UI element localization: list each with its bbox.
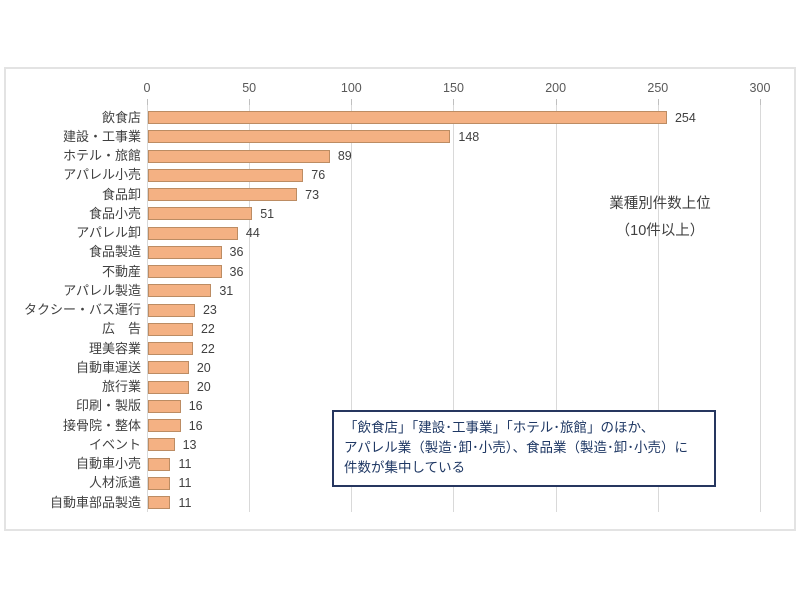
category-label: 接骨院・整体 <box>62 417 141 433</box>
value-label: 11 <box>178 457 192 471</box>
axis-tick-label: 200 <box>545 81 567 95</box>
callout-line3: 件数が集中している <box>344 460 466 475</box>
value-label: 73 <box>305 187 320 202</box>
axis-tick-label: 250 <box>647 81 669 95</box>
category-label: 理美容業 <box>88 340 141 356</box>
side-label-line1: 業種別件数上位 <box>609 196 711 212</box>
bar <box>148 361 189 375</box>
value-label: 254 <box>674 110 696 125</box>
category-label: アパレル製造 <box>63 282 141 298</box>
axis-tick-label: 150 <box>443 81 464 95</box>
chart-side-label: 業種別件数上位 （10件以上） <box>555 191 765 245</box>
category-label: 人材派遣 <box>88 475 141 491</box>
category-label: 広 告 <box>101 321 141 337</box>
callout-line1: 「飲食店」「建設･工事業」「ホテル･旅館」のほか、 <box>344 420 655 435</box>
bar <box>148 496 171 509</box>
category-label: イベント <box>88 436 141 452</box>
callout-line2: アパレル業（製造･卸･小売）、食品業（製造･卸･小売）に <box>344 440 688 455</box>
value-label: 36 <box>229 245 244 260</box>
category-label: 食品小売 <box>88 205 141 221</box>
value-label: 23 <box>202 303 217 317</box>
bar <box>148 207 253 221</box>
value-label: 51 <box>260 206 275 221</box>
axis-tick <box>249 99 251 105</box>
category-label: 食品製造 <box>88 244 141 260</box>
gridline <box>249 105 251 512</box>
axis-tick-label: 0 <box>143 81 151 95</box>
value-label: 16 <box>188 399 203 414</box>
bar <box>148 130 451 144</box>
axis-tick <box>453 99 455 105</box>
value-label: 20 <box>196 380 211 394</box>
bar <box>148 342 193 355</box>
side-label-line2: （10件以上） <box>615 223 705 239</box>
bar <box>148 322 193 336</box>
callout-box: 「飲食店」「建設･工事業」「ホテル･旅館」のほか、 アパレル業（製造･卸･小売）… <box>332 410 716 487</box>
category-label: 飲食店 <box>101 109 141 125</box>
axis-tick-label: 50 <box>242 81 257 95</box>
category-label: タクシー・バス運行 <box>23 302 141 317</box>
value-label: 13 <box>182 437 197 452</box>
category-label: 不動産 <box>101 263 141 279</box>
axis-tick <box>555 99 557 105</box>
value-label: 20 <box>196 360 211 375</box>
bar <box>148 438 175 452</box>
category-label: 自動車部品製造 <box>49 494 141 510</box>
value-label: 76 <box>311 168 326 183</box>
gridline <box>657 105 659 512</box>
gridline <box>555 105 557 512</box>
bar <box>148 245 222 259</box>
category-label: 印刷・製版 <box>75 398 141 414</box>
value-label: 89 <box>337 149 352 163</box>
bar <box>148 265 222 278</box>
axis-tick-label: 100 <box>340 81 362 95</box>
value-label: 44 <box>245 226 260 240</box>
bar <box>148 284 212 298</box>
bar <box>148 226 238 240</box>
bar <box>148 303 195 317</box>
value-label: 11 <box>178 476 192 491</box>
axis-tick <box>351 99 353 105</box>
slide-panel: 0 50 100 150 200 250 300 飲食店 254 建設・工事業 148 ホテル・旅館 8… <box>4 67 796 531</box>
gridline <box>351 105 353 512</box>
value-label: 31 <box>219 283 234 298</box>
bar-chart: 0 50 100 150 200 250 300 飲食店 254 建設・工事業 148 ホテル・旅館 8… <box>6 69 794 529</box>
bar <box>148 419 181 432</box>
bar <box>148 399 181 413</box>
value-label: 22 <box>200 341 215 356</box>
bar <box>148 168 304 182</box>
gridline <box>759 105 761 512</box>
value-label: 36 <box>229 264 244 279</box>
category-label: 建設・工事業 <box>62 128 141 144</box>
value-label: 148 <box>458 129 480 144</box>
value-label: 11 <box>178 495 192 510</box>
category-label: 自動車運送 <box>75 359 141 375</box>
bar <box>148 457 171 471</box>
bar <box>148 380 189 394</box>
bar <box>148 149 330 163</box>
bar <box>148 476 171 490</box>
category-label: アパレル卸 <box>76 225 141 240</box>
value-label: 22 <box>200 322 215 337</box>
gridline <box>147 105 148 512</box>
category-label: アパレル小売 <box>63 167 141 183</box>
axis-tick <box>759 99 761 105</box>
axis-tick <box>657 99 659 105</box>
bar <box>148 188 298 201</box>
bar <box>148 111 667 124</box>
category-label: 旅行業 <box>101 379 141 394</box>
category-label: ホテル・旅館 <box>62 148 141 163</box>
category-label: 食品卸 <box>101 186 141 202</box>
axis-tick-label: 300 <box>749 81 771 95</box>
value-label: 16 <box>188 418 203 433</box>
gridline <box>453 105 455 512</box>
axis-tick <box>147 99 148 105</box>
category-label: 自動車小売 <box>75 456 141 471</box>
